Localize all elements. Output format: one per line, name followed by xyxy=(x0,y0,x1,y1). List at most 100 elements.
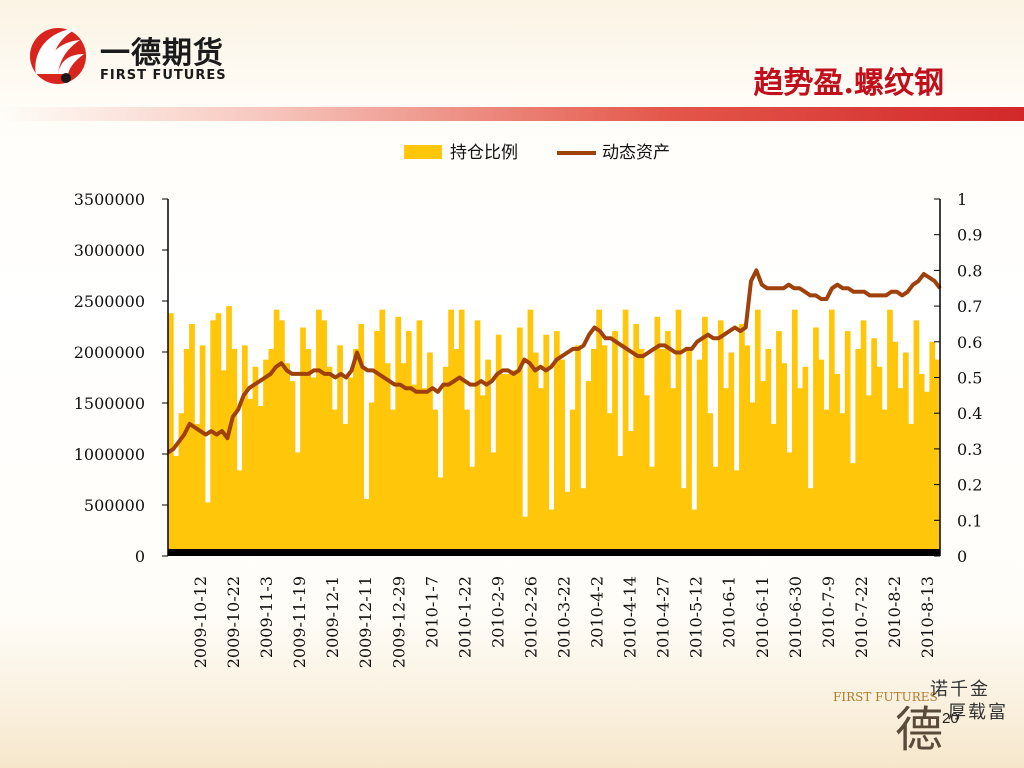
right-tick-label: 0.1 xyxy=(957,511,982,530)
bar-mark xyxy=(506,373,513,556)
bar-mark xyxy=(310,377,317,556)
x-tick-label: 2010-1-22 xyxy=(455,576,474,658)
bar-mark xyxy=(622,309,629,556)
legend-label-line: 动态资产 xyxy=(602,143,670,163)
bar-mark xyxy=(876,366,883,556)
left-tick-label: 0 xyxy=(135,547,145,566)
bar-mark xyxy=(924,391,930,556)
bar-mark xyxy=(257,406,264,556)
footer-calligraphy: 德 xyxy=(895,702,944,758)
bar-mark xyxy=(902,352,909,556)
x-tick-label: 2010-4-14 xyxy=(621,576,640,658)
bar-mark xyxy=(532,352,539,556)
left-tick-label: 3500000 xyxy=(74,190,145,209)
bar-mark xyxy=(458,309,465,556)
x-axis-ticks: 2009-10-12 2009-10-22 2009-11-3 2009-11-19 2… xyxy=(191,576,937,668)
bar-mark xyxy=(416,320,423,556)
bar-mark xyxy=(850,463,856,556)
bar-mark xyxy=(469,466,476,556)
bar-mark xyxy=(548,509,555,556)
bar-mark xyxy=(522,516,528,556)
x-tick-label: 2009-12-29 xyxy=(389,576,408,668)
bar-mark xyxy=(807,488,814,556)
bar-mark xyxy=(205,502,211,556)
bar-mark xyxy=(781,363,788,556)
bar-mark xyxy=(294,452,301,556)
bar-mark xyxy=(300,327,306,556)
bar-mark xyxy=(199,345,206,556)
bar-mark xyxy=(564,491,571,556)
bar-mark xyxy=(342,423,349,556)
bar-mark xyxy=(744,345,751,556)
bar-mark xyxy=(543,334,550,556)
bar-mark xyxy=(247,398,254,556)
bar-mark xyxy=(670,388,677,556)
bar-mark xyxy=(411,384,417,556)
bar-mark xyxy=(934,359,941,556)
bar-mark xyxy=(913,320,920,556)
bar-mark xyxy=(252,366,259,556)
x-tick-label: 2010-8-13 xyxy=(918,576,937,658)
bar-mark xyxy=(617,456,624,556)
bar-mark xyxy=(442,366,449,556)
x-tick-label: 2009-11-19 xyxy=(290,576,309,668)
bar-mark xyxy=(823,409,830,556)
left-tick-label: 3000000 xyxy=(74,241,145,260)
bar-mark xyxy=(326,366,333,556)
bar-mark xyxy=(855,348,862,556)
bar-mark xyxy=(675,309,682,556)
bar-mark xyxy=(189,323,195,556)
bar-mark xyxy=(802,366,809,556)
bar-mark xyxy=(786,452,793,556)
bar-mark xyxy=(776,331,782,556)
bar-mark xyxy=(321,320,328,556)
bar-mark xyxy=(242,345,248,556)
bar-mark xyxy=(485,359,491,556)
bar-mark xyxy=(717,320,724,556)
x-tick-label: 2010-6-1 xyxy=(720,576,739,648)
page-title: 趋势盈.螺纹钢 xyxy=(753,66,944,101)
x-tick-label: 2010-8-2 xyxy=(885,576,904,648)
bar-mark xyxy=(638,348,645,556)
bar-mark xyxy=(628,431,634,556)
left-tick-label: 2000000 xyxy=(74,343,145,362)
bar-series xyxy=(168,306,941,556)
bar-mark xyxy=(723,388,729,556)
bar-mark xyxy=(591,348,597,556)
bar-mark xyxy=(395,316,402,556)
bar-mark xyxy=(834,373,840,556)
bar-mark xyxy=(390,409,396,556)
bar-mark xyxy=(432,409,439,556)
bar-mark xyxy=(665,331,671,556)
bar-mark xyxy=(437,477,444,556)
bar-mark xyxy=(728,352,735,556)
bar-mark xyxy=(765,348,772,556)
right-tick-label: 0.8 xyxy=(957,261,982,280)
bar-mark xyxy=(554,331,560,556)
bar-mark xyxy=(839,413,846,556)
bar-mark xyxy=(887,309,893,556)
bar-mark xyxy=(316,309,322,556)
line-series xyxy=(166,268,942,455)
bar-mark xyxy=(538,388,544,556)
bar-mark xyxy=(279,320,285,556)
x-tick-label: 2010-6-11 xyxy=(753,576,772,658)
bar-mark xyxy=(643,395,650,556)
bar-mark xyxy=(220,370,227,556)
bar-mark xyxy=(844,331,851,556)
bar-mark xyxy=(612,331,618,556)
bar-mark xyxy=(897,388,904,556)
bar-mark xyxy=(183,348,190,556)
right-tick-label: 0.2 xyxy=(957,476,982,495)
bar-mark xyxy=(680,488,687,556)
bar-mark xyxy=(490,452,497,556)
bar-mark xyxy=(374,331,380,556)
bar-mark xyxy=(358,323,365,556)
bar-mark xyxy=(511,370,518,556)
bar-mark xyxy=(633,323,640,556)
bar-mark xyxy=(649,466,655,556)
bar-mark xyxy=(236,470,243,556)
bar-mark xyxy=(654,316,661,556)
baseline-strip xyxy=(168,549,940,556)
bar-mark xyxy=(448,309,454,556)
